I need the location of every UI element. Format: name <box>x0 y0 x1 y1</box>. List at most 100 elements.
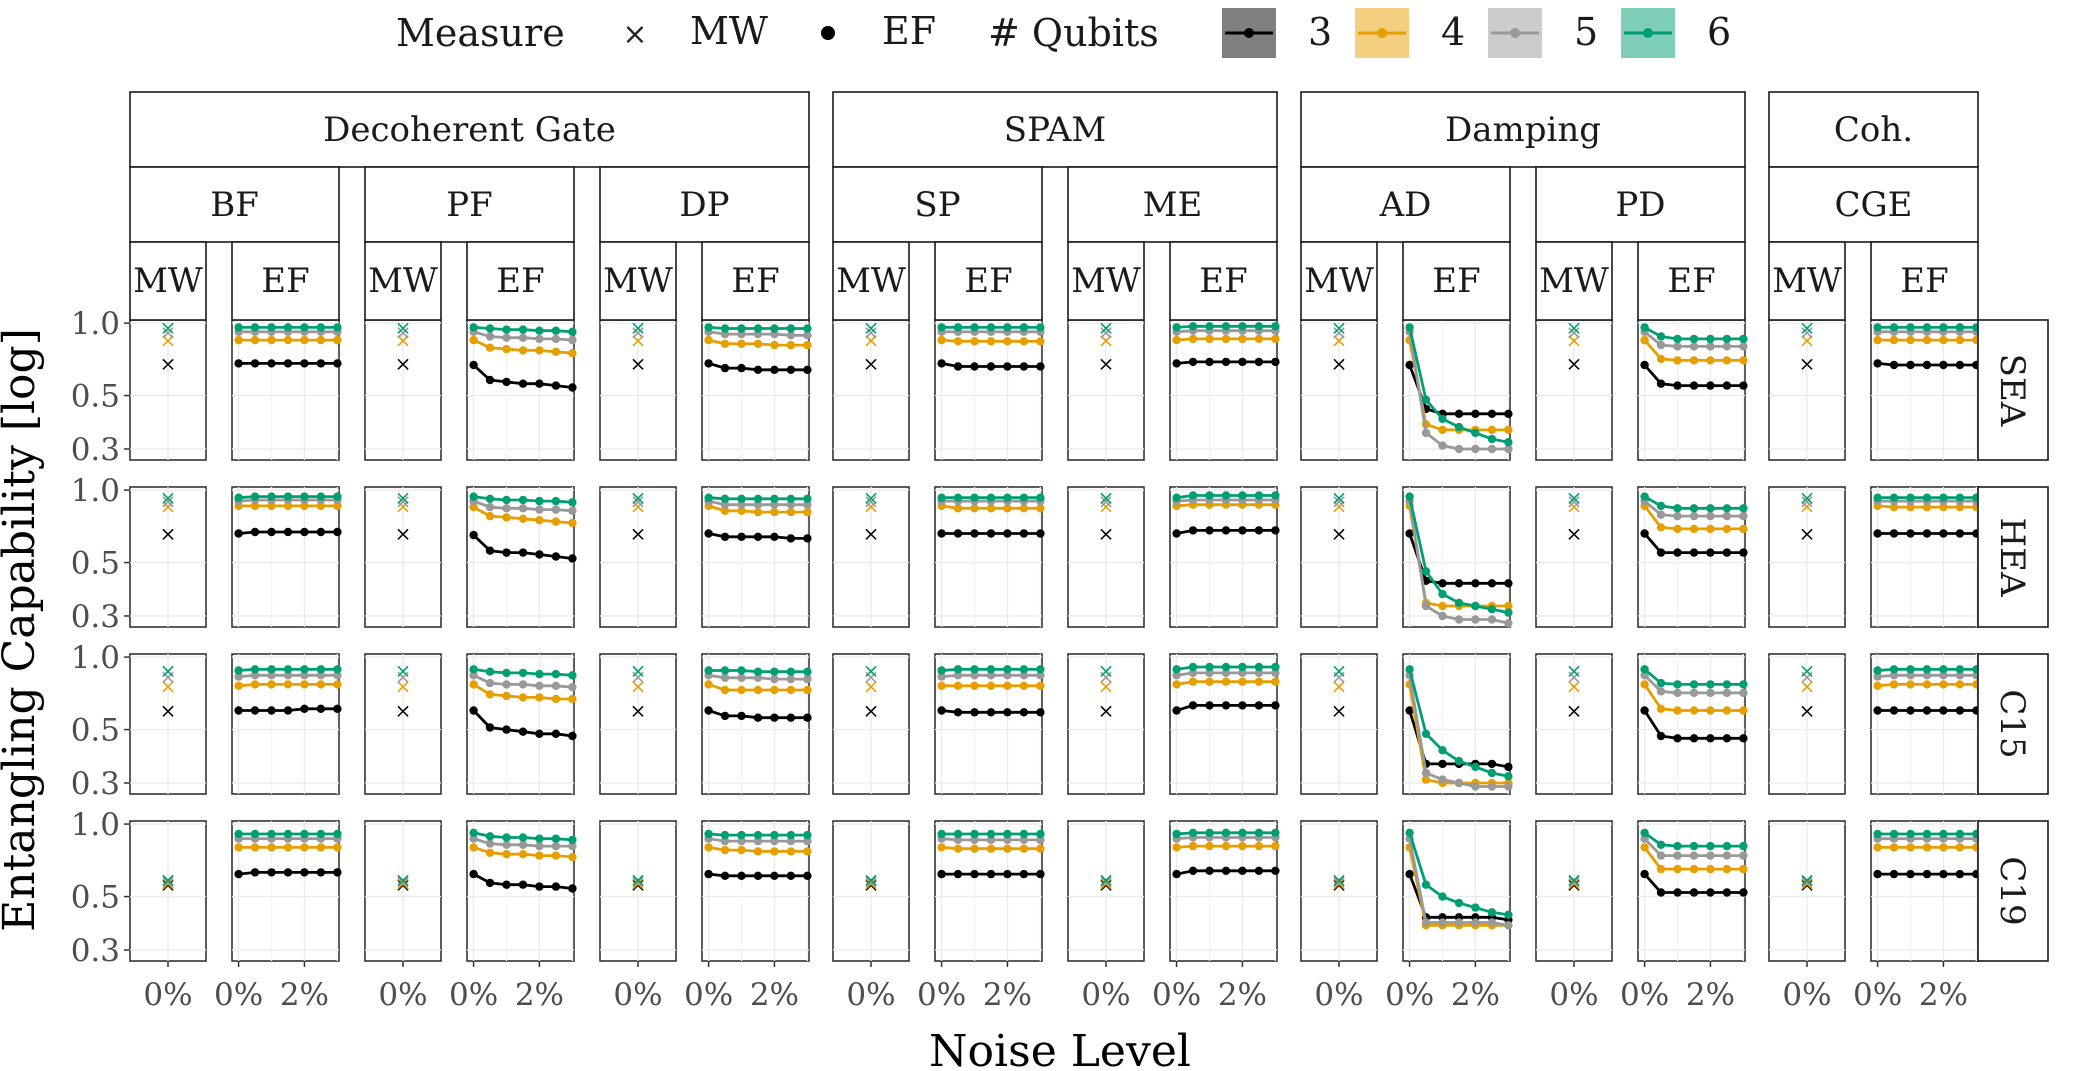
mw-point-C19-PF-q6: × <box>395 867 412 891</box>
ef-point-C19-PD-q6-6 <box>1739 841 1748 851</box>
ef-point-C19-DP-q5-2 <box>737 836 746 846</box>
mw-point-C15-PF-q6: × <box>395 658 412 682</box>
ef-point-C19-ME-q3-1 <box>1188 866 1198 875</box>
ef-point-C15-PF-q5-1 <box>485 678 495 688</box>
ef-point-C15-PD-q4-4 <box>1706 706 1715 715</box>
ef-point-HEA-PD-q4-1 <box>1656 523 1666 532</box>
ef-point-C19-PD-q4-0 <box>1640 843 1649 852</box>
ef-point-C19-ME-q3-3 <box>1221 866 1231 875</box>
ef-point-SEA-AD-q4-2 <box>1438 425 1447 435</box>
ef-point-C19-AD-q6-0 <box>1405 828 1414 837</box>
ef-point-SEA-CGE-q4-4 <box>1939 335 1948 345</box>
ef-point-C19-PD-q3-6 <box>1739 888 1748 897</box>
ef-point-C15-ME-q4-5 <box>1254 677 1264 686</box>
ef-point-SEA-SP-q3-1 <box>953 362 963 371</box>
ef-point-HEA-SP-q4-2 <box>970 504 979 513</box>
ef-point-HEA-PD-q3-4 <box>1706 548 1715 557</box>
ef-point-C15-SP-q6-6 <box>1036 665 1045 674</box>
ef-point-C19-PD-q6-4 <box>1706 841 1715 851</box>
ef-point-C19-SP-q5-4 <box>1003 835 1012 845</box>
ef-point-HEA-PD-q4-5 <box>1722 524 1732 534</box>
mw-point-HEA-AD-q5: × <box>1331 489 1348 513</box>
ef-point-C15-AD-q6-0 <box>1405 665 1414 674</box>
panel-ef-SEA-PF <box>466 319 575 461</box>
ef-point-HEA-PF-q3-2 <box>502 548 511 557</box>
legend-key-dot-6 <box>1643 28 1653 38</box>
ef-point-C15-DP-q4-1 <box>720 685 730 695</box>
ef-point-SEA-AD-q6-3 <box>1454 422 1464 432</box>
ef-point-SEA-PD-q3-3 <box>1689 381 1699 390</box>
ef-point-C15-PD-q3-0 <box>1640 706 1649 715</box>
y-tick-label-SEA-2: 0.3 <box>71 432 120 468</box>
ef-point-HEA-SP-q4-4 <box>1003 504 1012 513</box>
ef-point-SEA-ME-q3-4 <box>1238 357 1247 367</box>
ef-point-C19-PF-q3-3 <box>518 880 528 889</box>
legend-qubits-title: # Qubits <box>988 11 1159 55</box>
ef-point-SEA-AD-q3-6 <box>1504 409 1513 418</box>
ef-point-C15-PD-q6-4 <box>1706 680 1715 689</box>
mw-point-HEA-ME-q4: × <box>1098 494 1115 518</box>
ef-point-SEA-SP-q3-0 <box>937 359 946 368</box>
ef-point-HEA-CGE-q6-5 <box>1955 493 1965 502</box>
measure-strip-label-ef-CGE: EF <box>1900 261 1948 301</box>
mw-point-C15-SP-q6: × <box>863 658 880 682</box>
x-tick-label-ef-PD-0: 0% <box>1620 977 1669 1013</box>
mw-point-HEA-ME-q5: × <box>1098 489 1115 513</box>
ef-point-C19-ME-q4-0 <box>1172 843 1181 852</box>
legend-key-dot-5 <box>1510 28 1520 38</box>
ef-point-C15-CGE-q6-0 <box>1873 666 1882 675</box>
ef-point-HEA-SP-q3-6 <box>1036 529 1045 538</box>
mw-point-HEA-PD-q3: × <box>1566 522 1583 546</box>
ef-point-SEA-PD-q3-6 <box>1739 381 1748 390</box>
ef-point-C19-PF-q4-3 <box>518 850 528 859</box>
ef-point-C15-BF-q6-4 <box>300 665 309 674</box>
ef-point-SEA-DP-q5-6 <box>803 331 812 340</box>
ef-point-SEA-BF-q6-0 <box>234 323 243 332</box>
ef-point-C19-CGE-q6-4 <box>1939 829 1948 839</box>
ef-point-C15-BF-q3-4 <box>300 704 309 713</box>
ef-point-HEA-PD-q5-3 <box>1689 511 1699 521</box>
ef-point-SEA-CGE-q6-3 <box>1922 323 1932 332</box>
ef-point-C15-SP-q4-1 <box>953 681 963 690</box>
ef-point-SEA-DP-q6-0 <box>704 323 713 332</box>
ef-point-C15-CGE-q6-4 <box>1939 665 1948 674</box>
x-tick-label-ef-BF-0: 0% <box>214 977 263 1013</box>
mw-point-SEA-BF-q6: × <box>160 315 177 339</box>
ef-point-HEA-BF-q6-6 <box>333 492 342 501</box>
ef-point-SEA-BF-q4-3 <box>283 335 293 345</box>
mw-point-SEA-DP-q4: × <box>630 328 647 352</box>
ef-point-C19-SP-q6-6 <box>1036 829 1045 839</box>
legend-qubit-label-3: 3 <box>1308 10 1332 54</box>
ef-point-HEA-SP-q6-0 <box>937 493 946 502</box>
ef-point-SEA-PD-q5-4 <box>1706 342 1715 351</box>
measure-strip-label-mw-AD: MW <box>1304 261 1374 301</box>
ef-point-C19-DP-q5-5 <box>786 836 796 846</box>
ef-point-HEA-ME-q6-2 <box>1205 491 1214 500</box>
legend-measure-title: Measure <box>396 11 565 55</box>
y-tick-label-C15-1: 0.5 <box>71 713 120 749</box>
ef-point-C19-PD-q3-0 <box>1640 869 1649 879</box>
ef-point-HEA-AD-q3-0 <box>1405 529 1414 538</box>
row-strip-HEA <box>1977 486 2049 628</box>
ef-point-SEA-SP-q6-1 <box>953 323 963 332</box>
ef-point-C19-PF-q4-5 <box>551 851 561 860</box>
legend-qubit-label-5: 5 <box>1574 10 1598 54</box>
ef-point-C19-DP-q4-0 <box>704 843 713 852</box>
ef-point-C19-ME-q6-2 <box>1205 828 1214 837</box>
type-strip-label-ME: ME <box>1143 185 1203 225</box>
ef-point-C15-PF-q6-2 <box>502 668 511 678</box>
y-tick-label-HEA-2: 0.3 <box>71 599 120 635</box>
ef-point-C19-BF-q4-2 <box>267 843 276 852</box>
ef-point-SEA-SP-q4-5 <box>1019 337 1029 346</box>
ef-point-SEA-SP-q4-0 <box>937 335 946 345</box>
ef-point-HEA-PF-q3-4 <box>535 550 544 559</box>
measure-strip-label-mw-PF: MW <box>368 261 438 301</box>
ef-point-SEA-PD-q5-3 <box>1689 342 1699 351</box>
mw-point-C15-CGE-q6: × <box>1799 658 1816 682</box>
mw-point-HEA-AD-q6: × <box>1331 486 1348 510</box>
ef-point-HEA-AD-q6-1 <box>1421 567 1431 576</box>
ef-point-C15-CGE-q3-0 <box>1873 706 1882 715</box>
ef-point-C15-AD-q3-5 <box>1487 759 1497 769</box>
mw-point-C15-ME-q4: × <box>1098 674 1115 698</box>
measure-strip-mw-BF <box>129 241 207 321</box>
